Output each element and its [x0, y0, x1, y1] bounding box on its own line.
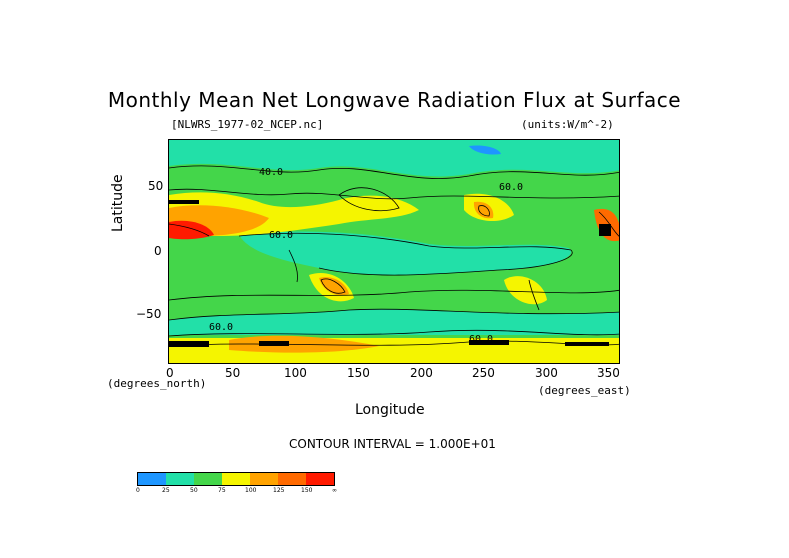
- units-label: (units:W/m^-2): [521, 118, 614, 131]
- colorbar-swatch: [222, 473, 250, 485]
- contour-label: 40.0: [259, 167, 283, 178]
- x-tick-label: 50: [225, 366, 241, 380]
- map-svg: 40.0 60.0 60.0 60.0 60.0: [169, 140, 619, 363]
- x-tick-label: 250: [472, 366, 495, 380]
- colorbar-label: 100: [245, 487, 257, 494]
- contour-map: 40.0 60.0 60.0 60.0 60.0: [168, 139, 620, 364]
- contour-label: 60.0: [469, 334, 493, 345]
- y-axis-title: Latitude: [110, 174, 126, 232]
- x-axis-title: Longitude: [355, 402, 425, 418]
- x-tick-label: 100: [284, 366, 307, 380]
- colorbar-label: 150: [301, 487, 313, 494]
- x-tick-label: 150: [347, 366, 370, 380]
- contour-label: 60.0: [269, 230, 293, 241]
- colorbar-swatch: [306, 473, 334, 485]
- y-tick-label: 0: [154, 244, 162, 258]
- x-unit-note: (degrees_east): [538, 384, 631, 397]
- colorbar-label: 0: [136, 487, 140, 494]
- colorbar-swatch: [278, 473, 306, 485]
- colorbar-swatch: [250, 473, 278, 485]
- colorbar-label: 50: [190, 487, 198, 494]
- colorbar-label: 125: [273, 487, 285, 494]
- y-tick-label: −50: [136, 307, 162, 321]
- colorbar-label: 75: [218, 487, 226, 494]
- colorbar-label: 25: [162, 487, 170, 494]
- red-patch: [169, 220, 214, 240]
- x-tick-label: 350: [597, 366, 620, 380]
- colorbar-swatch: [138, 473, 166, 485]
- south-teal-band: [169, 309, 619, 335]
- file-label: [NLWRS_1977-02_NCEP.nc]: [171, 118, 324, 131]
- y-tick-label: 50: [148, 179, 164, 193]
- page-title: Monthly Mean Net Longwave Radiation Flux…: [107, 88, 682, 112]
- colorbar-swatch: [194, 473, 222, 485]
- x-tick-label: 300: [535, 366, 558, 380]
- colorbar-swatch: [166, 473, 194, 485]
- contour-lines: [169, 165, 619, 347]
- north-band: [169, 140, 619, 177]
- orange-patch: [319, 277, 349, 296]
- y-unit-note: (degrees_north): [107, 377, 207, 390]
- contour-label: 60.0: [499, 182, 523, 193]
- yellow-patch: [504, 276, 547, 305]
- dense-contour-blocks: [169, 200, 611, 347]
- blue-patch: [469, 145, 501, 155]
- colorbar-label: ∞: [332, 487, 337, 494]
- colorbar: [137, 472, 335, 486]
- contour-interval: CONTOUR INTERVAL = 1.000E+01: [289, 437, 496, 451]
- contour-label: 60.0: [209, 322, 233, 333]
- x-tick-label: 200: [410, 366, 433, 380]
- equatorial-band: [239, 231, 571, 276]
- x-tick-label: 0: [166, 366, 174, 380]
